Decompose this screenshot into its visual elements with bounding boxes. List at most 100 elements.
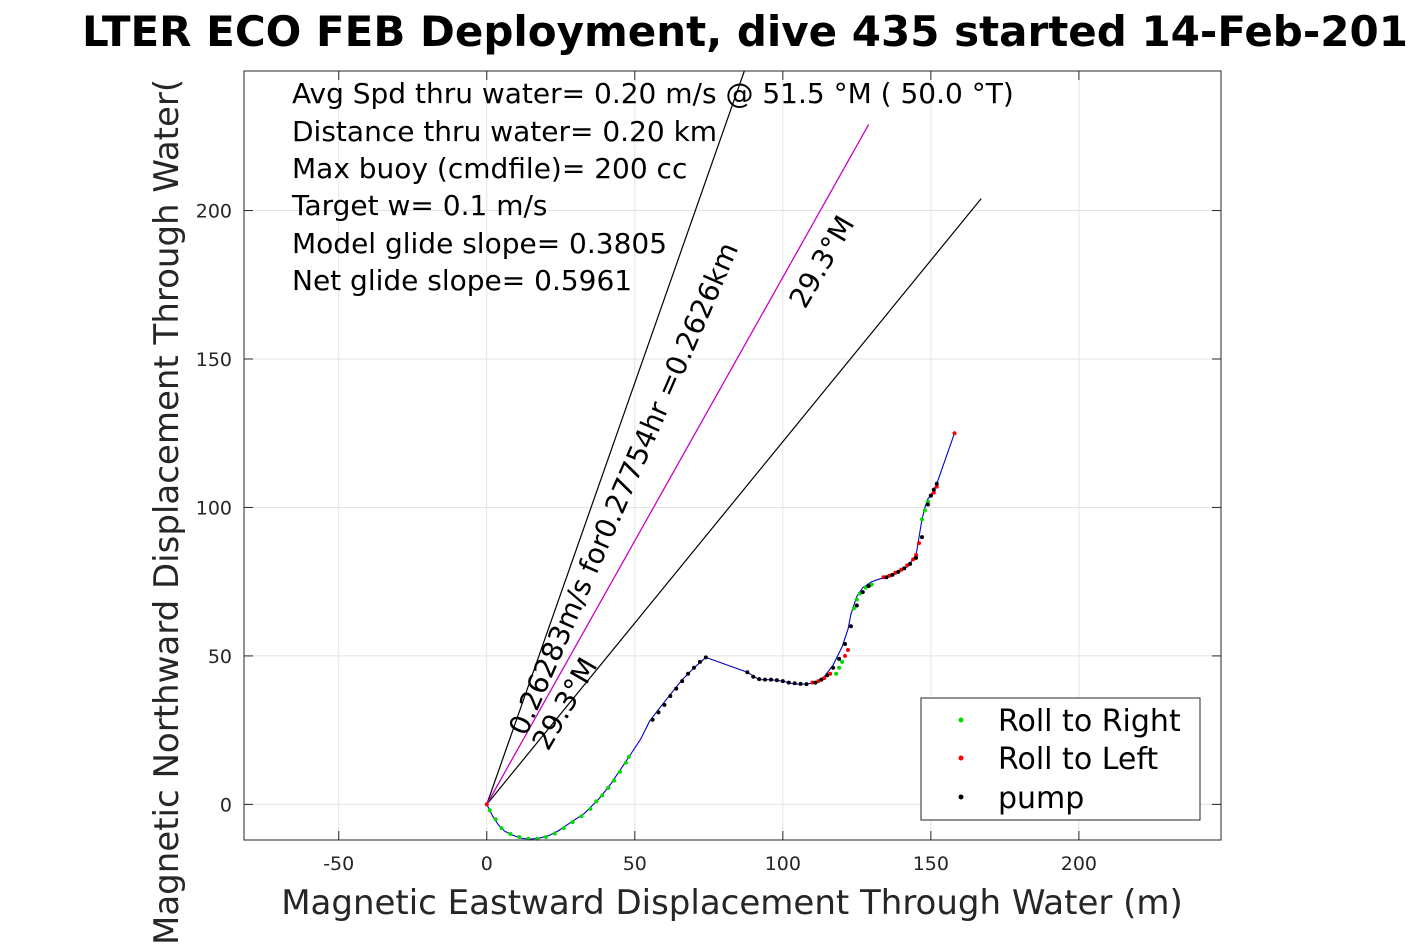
point-pump <box>668 693 673 698</box>
point-pump <box>804 682 809 687</box>
point-roll-to-right <box>840 659 845 664</box>
point-pump <box>914 555 919 560</box>
point-roll-to-right <box>561 826 566 831</box>
point-pump <box>745 670 750 675</box>
point-roll-to-left <box>816 679 821 684</box>
point-roll-to-right <box>588 806 593 811</box>
plot-frame <box>243 70 1222 841</box>
legend-marker-pump <box>958 794 964 800</box>
point-roll-to-right <box>508 832 513 837</box>
heading-line-0 <box>486 70 745 805</box>
point-pump <box>774 678 779 683</box>
point-roll-to-right <box>570 820 575 825</box>
point-pump <box>780 679 785 684</box>
point-pump <box>692 665 697 670</box>
x-tick-label: 0 <box>481 853 493 875</box>
point-roll-to-right <box>863 585 868 590</box>
point-pump <box>786 680 791 685</box>
legend-marker-roll-right <box>958 717 964 723</box>
x-tick-label: 50 <box>623 853 647 875</box>
point-pump <box>813 680 818 685</box>
point-roll-to-right <box>922 508 927 513</box>
info-line-distance: Distance thru water= 0.20 km <box>292 115 717 148</box>
point-pump <box>848 624 853 629</box>
point-pump <box>703 655 708 660</box>
point-roll-to-right <box>851 606 856 611</box>
point-pump <box>884 575 889 580</box>
point-pump <box>860 590 865 595</box>
point-roll-to-right <box>854 597 859 602</box>
point-roll-to-left <box>881 575 886 580</box>
point-pump <box>697 659 702 664</box>
point-roll-to-right <box>869 582 874 587</box>
point-pump <box>925 502 930 507</box>
tick-labels: -50 0 50 100 150 200 0 50 100 150 200 <box>196 201 1097 875</box>
point-pump <box>792 681 797 686</box>
point-roll-to-left <box>899 567 904 572</box>
point-roll-to-left <box>843 653 848 658</box>
point-roll-to-right <box>487 808 492 813</box>
point-pump <box>656 710 661 715</box>
y-axis-label: Magnetic Northward Displacement Through … <box>147 79 187 945</box>
point-pump <box>931 487 936 492</box>
info-line-model-glide: Model glide slope= 0.3805 <box>292 227 667 260</box>
heading-line-1 <box>486 198 982 805</box>
point-pump <box>819 677 824 682</box>
point-pump <box>831 665 836 670</box>
point-pump <box>798 681 803 686</box>
x-axis-label: Magnetic Eastward Displacement Through W… <box>281 883 1183 923</box>
point-pump <box>896 569 901 574</box>
point-roll-to-right <box>606 786 611 791</box>
point-roll-to-left <box>905 563 910 568</box>
point-roll-to-left <box>911 557 916 562</box>
point-roll-to-right <box>543 835 548 840</box>
point-roll-to-right <box>499 826 504 831</box>
point-pump <box>908 561 913 566</box>
point-pump <box>763 677 768 682</box>
point-roll-to-left <box>917 541 922 546</box>
point-pump <box>686 671 691 676</box>
point-pump <box>843 642 848 647</box>
point-roll-to-right <box>925 499 930 504</box>
point-roll-to-right <box>594 799 599 804</box>
point-roll-to-left <box>914 552 919 557</box>
point-roll-to-right <box>493 817 498 822</box>
point-pump <box>837 656 842 661</box>
point-pump <box>757 677 762 682</box>
point-pump <box>866 584 871 589</box>
x-tick-label: 100 <box>765 853 801 875</box>
legend-marker-roll-left <box>958 755 964 761</box>
info-line-net-glide: Net glide slope= 0.5961 <box>292 264 632 297</box>
info-line-max-buoy: Max buoy (cmdfile)= 200 cc <box>292 152 687 185</box>
point-pump <box>751 674 756 679</box>
point-pump <box>650 717 655 722</box>
point-roll-to-left <box>822 676 827 681</box>
point-roll-to-left <box>952 431 957 436</box>
x-tick-label: 200 <box>1061 853 1097 875</box>
point-pump <box>680 679 685 684</box>
legend: Roll to Right Roll to Left pump <box>920 697 1201 821</box>
point-roll-to-right <box>600 793 605 798</box>
point-pump <box>825 673 830 678</box>
point-roll-to-right <box>579 814 584 819</box>
info-line-target-w: Target w= 0.1 m/s <box>291 189 548 222</box>
point-pump <box>674 686 679 691</box>
point-roll-to-right <box>626 754 631 759</box>
point-roll-to-right <box>517 835 522 840</box>
point-pump <box>919 535 924 540</box>
legend-label-pump: pump <box>998 781 1084 816</box>
info-line-avg-speed: Avg Spd thru water= 0.20 m/s @ 51.5 °M (… <box>292 77 1014 110</box>
point-roll-to-right <box>617 769 622 774</box>
point-roll-to-left <box>810 680 815 685</box>
x-tick-label: -50 <box>323 853 354 875</box>
y-tick-label: 0 <box>220 794 232 816</box>
axis-ticks <box>244 71 1221 840</box>
point-roll-to-right <box>834 671 839 676</box>
point-pump <box>934 481 939 486</box>
y-tick-label: 50 <box>208 646 232 668</box>
point-roll-to-right <box>857 591 862 596</box>
point-pump <box>662 702 667 707</box>
x-tick-label: 150 <box>913 853 949 875</box>
legend-box <box>920 697 1201 821</box>
